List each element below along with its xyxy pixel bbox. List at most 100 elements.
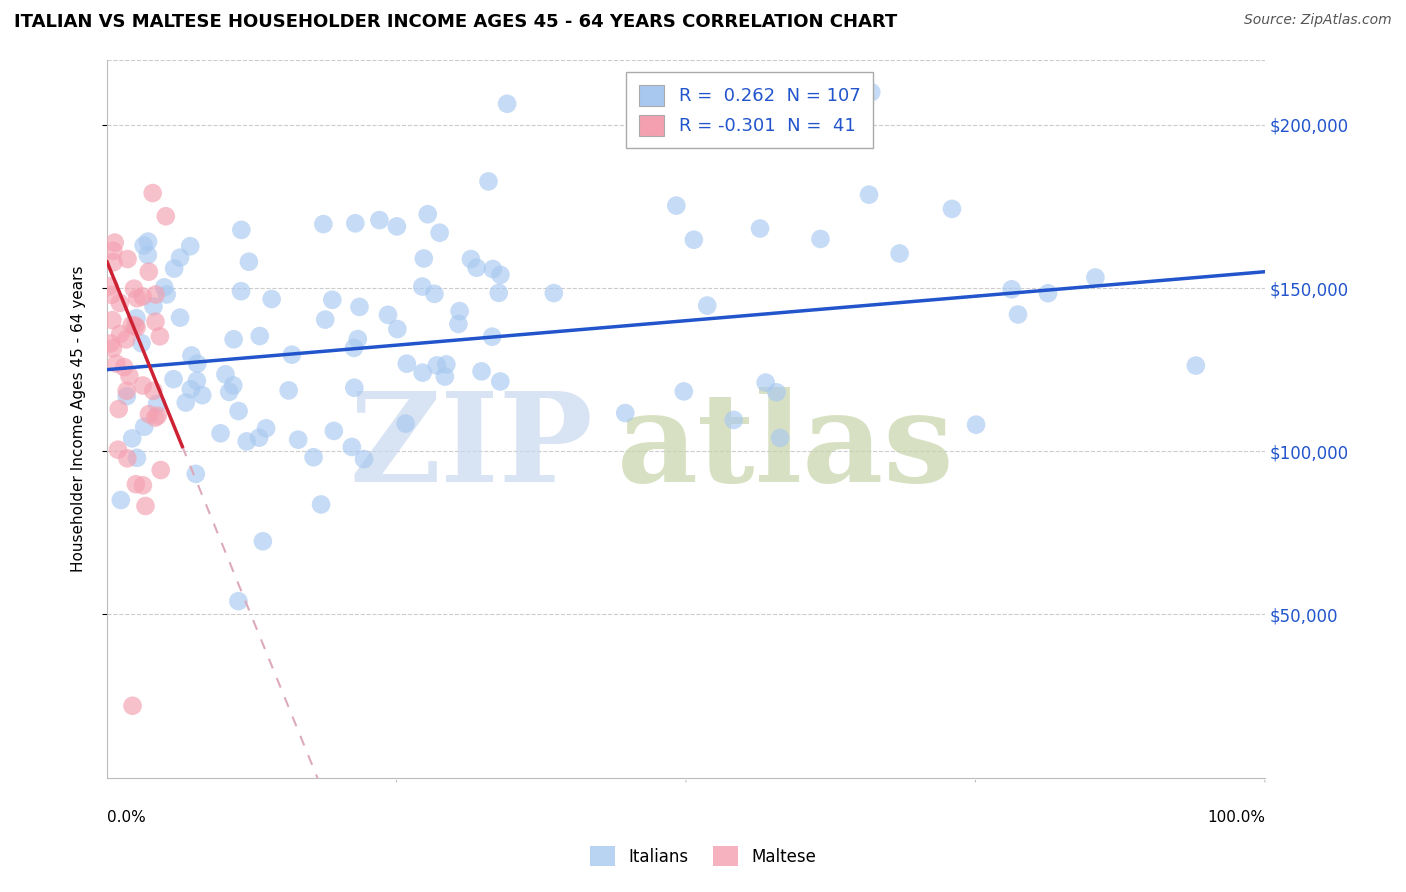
Point	[100, 287, 122, 301]
Point	[228, 594, 250, 608]
Point	[125, 477, 148, 491]
Point	[340, 440, 363, 454]
Point	[755, 376, 778, 390]
Point	[142, 384, 165, 398]
Point	[115, 389, 138, 403]
Point	[191, 388, 214, 402]
Point	[121, 698, 143, 713]
Point	[302, 450, 325, 465]
Point	[127, 291, 149, 305]
Point	[346, 332, 368, 346]
Point	[423, 286, 446, 301]
Point	[810, 232, 832, 246]
Point	[344, 216, 367, 230]
Point	[142, 299, 165, 313]
Point	[482, 262, 505, 277]
Point	[132, 478, 155, 492]
Point	[115, 333, 138, 347]
Point	[696, 299, 718, 313]
Point	[412, 366, 434, 380]
Point	[134, 419, 156, 434]
Point	[125, 311, 148, 326]
Point	[488, 285, 510, 300]
Point	[146, 397, 169, 411]
Point	[98, 279, 121, 293]
Point	[749, 221, 772, 235]
Point	[156, 287, 179, 301]
Point	[281, 348, 304, 362]
Point	[138, 265, 160, 279]
Point	[429, 226, 451, 240]
Point	[481, 329, 503, 343]
Point	[179, 239, 201, 253]
Point	[228, 404, 250, 418]
Point	[1185, 359, 1208, 373]
Point	[136, 235, 159, 249]
Point	[252, 534, 274, 549]
Point	[416, 207, 439, 221]
Point	[496, 96, 519, 111]
Point	[153, 280, 176, 294]
Point	[682, 233, 704, 247]
Point	[117, 252, 139, 266]
Point	[460, 252, 482, 266]
Point	[353, 452, 375, 467]
Point	[543, 286, 565, 301]
Point	[411, 279, 433, 293]
Point	[322, 424, 344, 438]
Point	[394, 417, 416, 431]
Point	[174, 395, 197, 409]
Point	[104, 235, 127, 250]
Point	[107, 442, 129, 457]
Point	[489, 375, 512, 389]
Point	[447, 317, 470, 331]
Point	[1007, 308, 1029, 322]
Point	[108, 296, 131, 310]
Point	[470, 364, 492, 378]
Point	[155, 209, 177, 223]
Point	[101, 313, 124, 327]
Legend: R =  0.262  N = 107, R = -0.301  N =  41: R = 0.262 N = 107, R = -0.301 N = 41	[626, 72, 873, 148]
Point	[218, 384, 240, 399]
Point	[162, 372, 184, 386]
Point	[145, 287, 167, 301]
Point	[249, 329, 271, 343]
Point	[222, 332, 245, 346]
Point	[209, 426, 232, 441]
Point	[343, 381, 366, 395]
Point	[229, 284, 252, 298]
Point	[100, 336, 122, 351]
Point	[131, 336, 153, 351]
Point	[112, 360, 135, 375]
Point	[860, 85, 883, 99]
Point	[231, 223, 253, 237]
Point	[309, 498, 332, 512]
Point	[107, 401, 129, 416]
Point	[169, 310, 191, 325]
Point	[149, 329, 172, 343]
Y-axis label: Householder Income Ages 45 - 64 years: Householder Income Ages 45 - 64 years	[72, 265, 86, 572]
Point	[941, 202, 963, 216]
Point	[184, 467, 207, 481]
Point	[180, 349, 202, 363]
Point	[131, 289, 153, 303]
Point	[138, 407, 160, 421]
Point	[101, 342, 124, 356]
Point	[121, 431, 143, 445]
Point	[105, 357, 128, 371]
Point	[769, 431, 792, 445]
Text: atlas: atlas	[616, 387, 955, 508]
Point	[108, 326, 131, 341]
Point	[125, 320, 148, 334]
Point	[1036, 286, 1059, 301]
Text: ITALIAN VS MALTESE HOUSEHOLDER INCOME AGES 45 - 64 YEARS CORRELATION CHART: ITALIAN VS MALTESE HOUSEHOLDER INCOME AG…	[14, 13, 897, 31]
Point	[103, 255, 125, 269]
Point	[124, 318, 146, 333]
Point	[426, 359, 449, 373]
Point	[132, 238, 155, 252]
Point	[314, 312, 336, 326]
Point	[180, 382, 202, 396]
Point	[614, 406, 637, 420]
Point	[385, 219, 408, 234]
Point	[889, 246, 911, 260]
